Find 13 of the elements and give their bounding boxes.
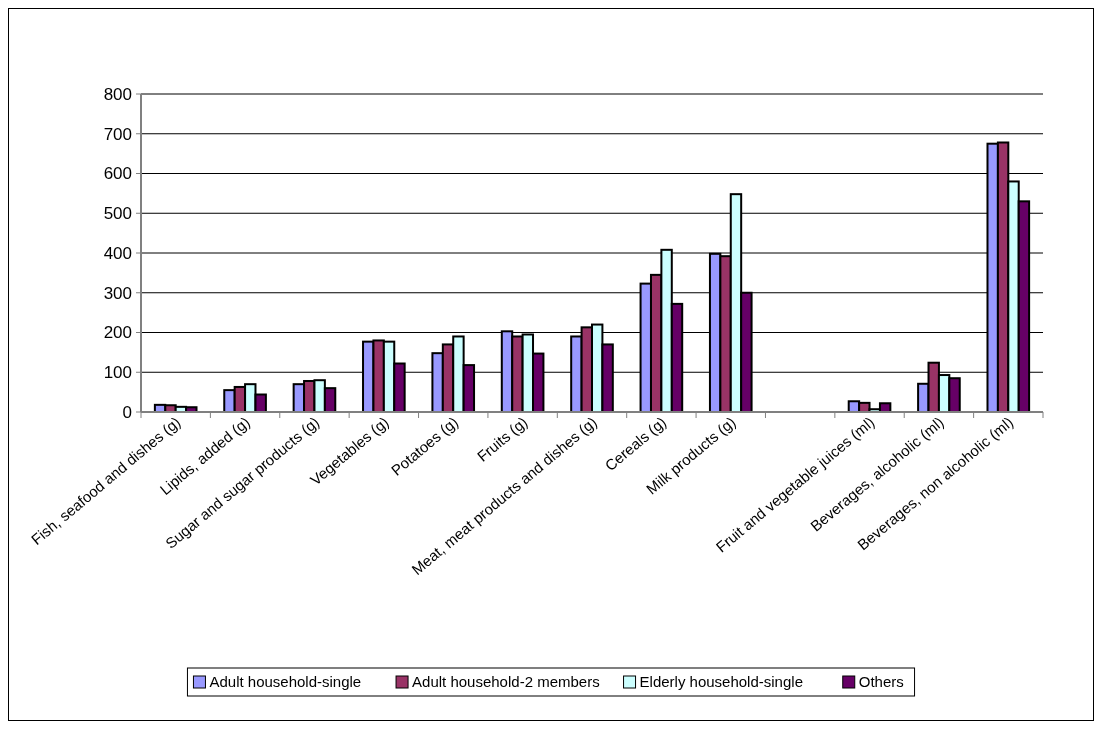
- y-tick-label: 200: [103, 323, 132, 343]
- legend-label: Adult household-single: [209, 673, 362, 691]
- y-tick-label: 500: [103, 204, 132, 224]
- y-tick-label: 100: [103, 363, 132, 383]
- y-tick-label: 0: [122, 402, 132, 422]
- legend-label: Adult household-2 members: [412, 673, 600, 691]
- y-tick-label: 600: [103, 164, 132, 184]
- legend-label: Elderly household-single: [639, 673, 803, 691]
- y-tick-label: 700: [103, 124, 132, 144]
- legend-label: Others: [858, 673, 904, 691]
- y-tick-label: 400: [103, 243, 132, 263]
- y-tick-label: 300: [103, 283, 132, 303]
- y-tick-label: 800: [103, 84, 132, 104]
